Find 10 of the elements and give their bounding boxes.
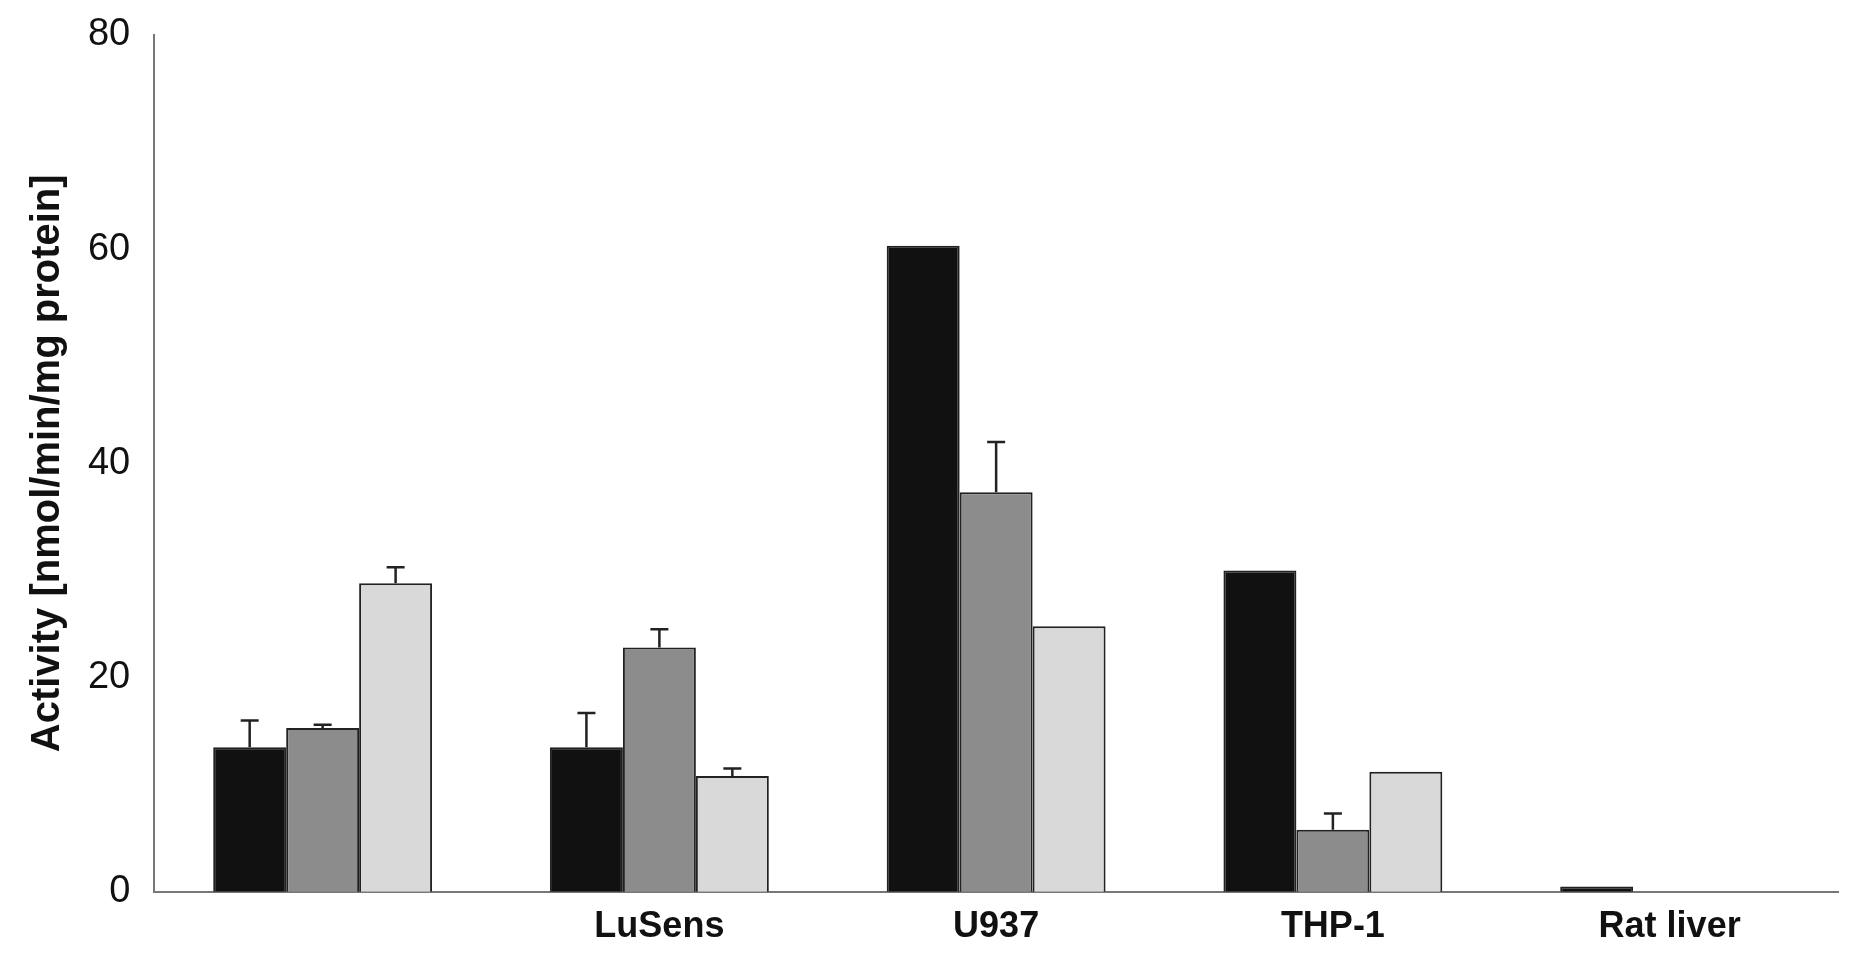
- y-tick-label: 40: [87, 439, 131, 482]
- x-tick-label: THP-1: [1280, 904, 1385, 946]
- y-tick-label: 60: [87, 225, 131, 268]
- x-tick-label: Rat liver: [1598, 904, 1741, 946]
- y-axis-title: Activity [nmol/min/mg protein]: [23, 174, 68, 753]
- y-tick-label: 80: [87, 11, 131, 54]
- x-tick-label: LuSens: [594, 904, 725, 946]
- y-tick-label: 0: [109, 868, 131, 911]
- y-tick-label: 20: [87, 654, 131, 697]
- x-tick-label: U937: [953, 904, 1040, 946]
